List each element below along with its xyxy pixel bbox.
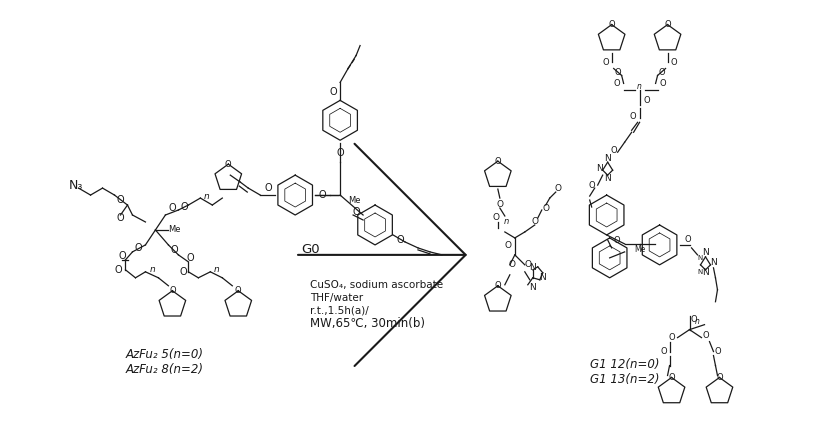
- Text: O: O: [492, 214, 499, 223]
- Text: O: O: [235, 286, 241, 295]
- Text: O: O: [187, 253, 194, 263]
- Text: O: O: [717, 373, 723, 382]
- Text: O: O: [495, 157, 501, 166]
- Text: O: O: [318, 190, 326, 200]
- Text: O: O: [670, 58, 676, 67]
- Text: O: O: [610, 146, 617, 155]
- Text: AzFu₂ 5(n=0): AzFu₂ 5(n=0): [125, 348, 204, 361]
- Text: O: O: [588, 181, 595, 190]
- Text: O: O: [508, 260, 515, 270]
- Text: N: N: [702, 248, 709, 257]
- Text: N: N: [710, 258, 717, 267]
- Text: N₃: N₃: [69, 179, 83, 191]
- Text: O: O: [614, 68, 621, 77]
- Text: G1 12(n=0): G1 12(n=0): [590, 358, 659, 371]
- Text: O: O: [497, 200, 503, 209]
- Text: O: O: [659, 79, 666, 88]
- Text: O: O: [664, 20, 671, 29]
- Text: O: O: [714, 347, 721, 356]
- Text: O: O: [668, 333, 675, 342]
- Text: MW,65℃, 30min(b): MW,65℃, 30min(b): [310, 317, 425, 330]
- Text: O: O: [524, 260, 532, 270]
- Text: N: N: [702, 268, 709, 277]
- Text: O: O: [702, 331, 709, 340]
- Text: N: N: [529, 263, 536, 273]
- Text: N: N: [605, 154, 611, 163]
- Text: O: O: [629, 112, 636, 121]
- Text: O: O: [264, 183, 272, 193]
- Text: O: O: [396, 235, 404, 245]
- Text: O: O: [668, 373, 675, 382]
- Text: N: N: [539, 273, 546, 282]
- Text: N: N: [697, 269, 702, 275]
- Text: O: O: [495, 281, 501, 290]
- Text: N: N: [605, 174, 611, 183]
- Text: O: O: [169, 286, 176, 295]
- Text: O: O: [531, 217, 538, 227]
- Text: O: O: [117, 195, 124, 205]
- Text: Me: Me: [169, 225, 181, 234]
- Text: G0: G0: [301, 243, 320, 256]
- Text: O: O: [336, 148, 344, 158]
- Text: O: O: [658, 68, 665, 77]
- Text: N: N: [529, 283, 536, 292]
- Text: Me: Me: [634, 245, 645, 254]
- Text: n: n: [150, 265, 155, 274]
- Text: O: O: [614, 79, 620, 88]
- Text: THF/water: THF/water: [310, 293, 363, 303]
- Text: AzFu₂ 8(n=2): AzFu₂ 8(n=2): [125, 363, 204, 376]
- Text: O: O: [614, 237, 620, 245]
- Text: n: n: [213, 265, 219, 274]
- Text: O: O: [555, 184, 561, 193]
- Text: n: n: [637, 82, 642, 91]
- Text: Me: Me: [348, 196, 361, 204]
- Text: O: O: [135, 243, 142, 253]
- Text: O: O: [684, 235, 691, 244]
- Text: O: O: [225, 160, 231, 169]
- Text: O: O: [505, 241, 511, 250]
- Text: O: O: [660, 347, 667, 356]
- Text: n: n: [204, 191, 209, 201]
- Text: n: n: [695, 317, 700, 326]
- Text: n: n: [503, 217, 509, 227]
- Text: O: O: [115, 265, 123, 275]
- Text: O: O: [353, 207, 360, 217]
- Text: O: O: [171, 245, 178, 255]
- Text: N: N: [697, 255, 702, 261]
- Text: N: N: [596, 164, 603, 173]
- Text: O: O: [690, 315, 697, 324]
- Text: O: O: [169, 203, 176, 213]
- Text: O: O: [542, 204, 549, 213]
- Text: O: O: [180, 267, 187, 277]
- Text: O: O: [119, 251, 126, 261]
- Text: O: O: [602, 58, 609, 67]
- Text: O: O: [643, 96, 650, 105]
- Text: O: O: [117, 213, 124, 223]
- Text: G1 13(n=2): G1 13(n=2): [590, 373, 659, 386]
- Text: CuSO₄, sodium ascorbate: CuSO₄, sodium ascorbate: [310, 280, 443, 290]
- Text: O: O: [181, 202, 188, 212]
- Text: O: O: [609, 20, 615, 29]
- Text: r.t.,1.5h(a)/: r.t.,1.5h(a)/: [310, 306, 369, 316]
- Text: O: O: [330, 87, 337, 97]
